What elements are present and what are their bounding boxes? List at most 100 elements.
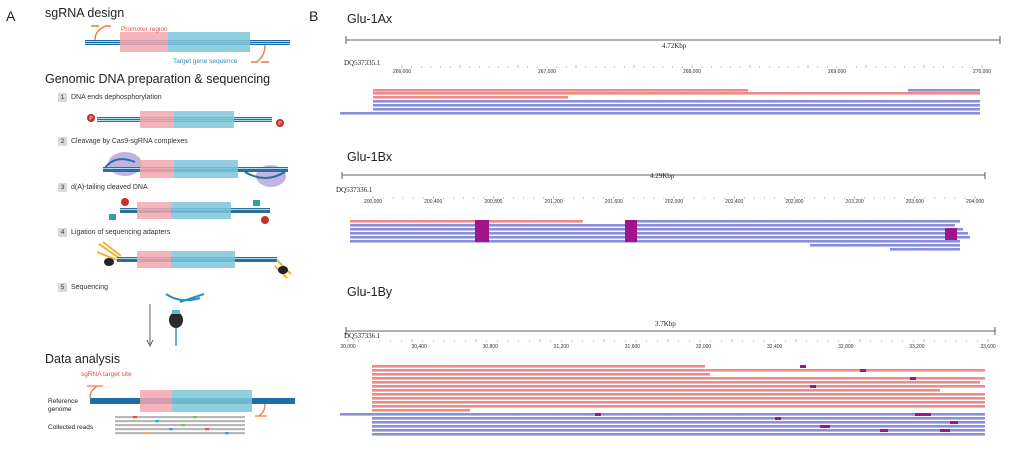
track-3-variant-block [860,369,866,372]
track-3-speckle [443,409,444,412]
track-1-speckle [966,89,967,92]
track-1-speckle [796,92,797,95]
track-1-tick-label: 267,000 [538,69,556,75]
track-3-speckle [621,381,622,384]
track-1-speckle [496,96,497,99]
promoter-region-label: Promoter region [121,26,168,33]
track-1-speckle [469,96,470,99]
track-2-speckle [943,248,944,251]
track-2-speckle [657,228,658,231]
track-2-alignment: 200,000 200,400 200,800 201,200 201,600 202,0… [341,172,986,251]
track-3-speckle [976,405,977,408]
track-3-speckle [981,397,982,400]
track-2-speckle [760,220,761,223]
track-3-speckle [627,413,628,416]
track-3-speckle [822,385,823,388]
track-3-speckle [492,389,493,392]
track-3-speckle [559,417,560,420]
track-3-tick-label: 30,000 [340,344,356,350]
step-3: 3 d(A)-tailing cleaved DNA [58,183,148,192]
track-1-speckle [743,89,744,92]
track-3-speckle [665,425,666,428]
genomic-prep-heading: Genomic DNA preparation & sequencing [45,72,271,86]
track-3-read [340,413,985,416]
track-1-speckle [537,92,538,95]
track-2-speckle [935,248,936,251]
track-3-speckle [431,385,432,388]
track-3-read [372,425,985,428]
track-2-speckle [939,248,940,251]
track-3-speckle [880,381,881,384]
track-2-speckle [881,244,882,247]
data-analysis-diagram [87,385,295,435]
track-1-speckle [622,100,623,103]
track-2-speckle [879,244,880,247]
track-3-speckle [596,417,597,420]
track-3-variant-block [910,377,916,380]
track-3-speckle [938,377,939,380]
track-1-speckle [934,104,935,107]
track-1-speckle [896,112,897,115]
track-3-span: 3.7Kbp [655,320,676,328]
track-2-speckle [387,220,388,223]
track-3-speckle [903,429,904,432]
track-2-read [810,244,960,247]
track-1-speckle [595,89,596,92]
track-3-speckle [631,365,632,368]
track-2-speckle [535,220,536,223]
track-1-speckle [491,108,492,111]
track-2-tick-label: 202,000 [665,199,683,205]
track-3-speckle [649,421,650,424]
track-1-speckle [970,89,971,92]
track-3-speckle [584,381,585,384]
step-4-number: 4 [58,228,67,237]
track-3-speckle [441,409,442,412]
track-3-speckle [866,429,867,432]
track-3-speckle [827,377,828,380]
track-3-speckle [970,385,971,388]
track-2-speckle [615,236,616,239]
track-1-speckle [925,89,926,92]
track-2-speckle [794,220,795,223]
track-3-speckle [690,389,691,392]
track-2-speckle [402,236,403,239]
track-3-speckle [406,409,407,412]
track-2-speckle [720,220,721,223]
step-1: 1 DNA ends dephosphorylation [58,93,162,102]
track-1-speckle [765,108,766,111]
track-3-speckle [557,365,558,368]
track-1-speckle [706,89,707,92]
track-3-speckle [458,401,459,404]
track-2-speckle [789,224,790,227]
track-3-speckle [495,401,496,404]
collected-reads-label: Collected reads [48,424,94,431]
track-3-speckle [393,409,394,412]
track-3-speckle [529,389,530,392]
track-2-speckle [465,240,466,243]
track-2-speckle [874,236,875,239]
track-2-speckle [838,244,839,247]
track-1-speckle [929,89,930,92]
track-3-speckle [380,433,381,436]
track-1-speckle [422,96,423,99]
track-3-speckle [515,373,516,376]
step-1-number: 1 [58,93,67,102]
track-1-speckle [931,89,932,92]
track-3-variant-block [820,425,830,428]
track-2-speckle [461,220,462,223]
track-1-speckle [711,112,712,115]
track-1-read [373,100,980,103]
track-2-tick-label: 202,800 [785,199,803,205]
track-2-speckle [947,248,948,251]
track-2-speckle [763,236,764,239]
track-3-speckle [760,421,761,424]
track-1-speckle [722,92,723,95]
track-3-speckle [758,369,759,372]
track-3-speckle [399,373,400,376]
step-4-label: Ligation of sequencing adapters [71,229,171,236]
track-3-speckle [548,405,549,408]
track-1-speckle [373,89,374,92]
track-3-speckle [605,377,606,380]
track-2-speckle [951,248,952,251]
track-2-speckle [649,220,650,223]
